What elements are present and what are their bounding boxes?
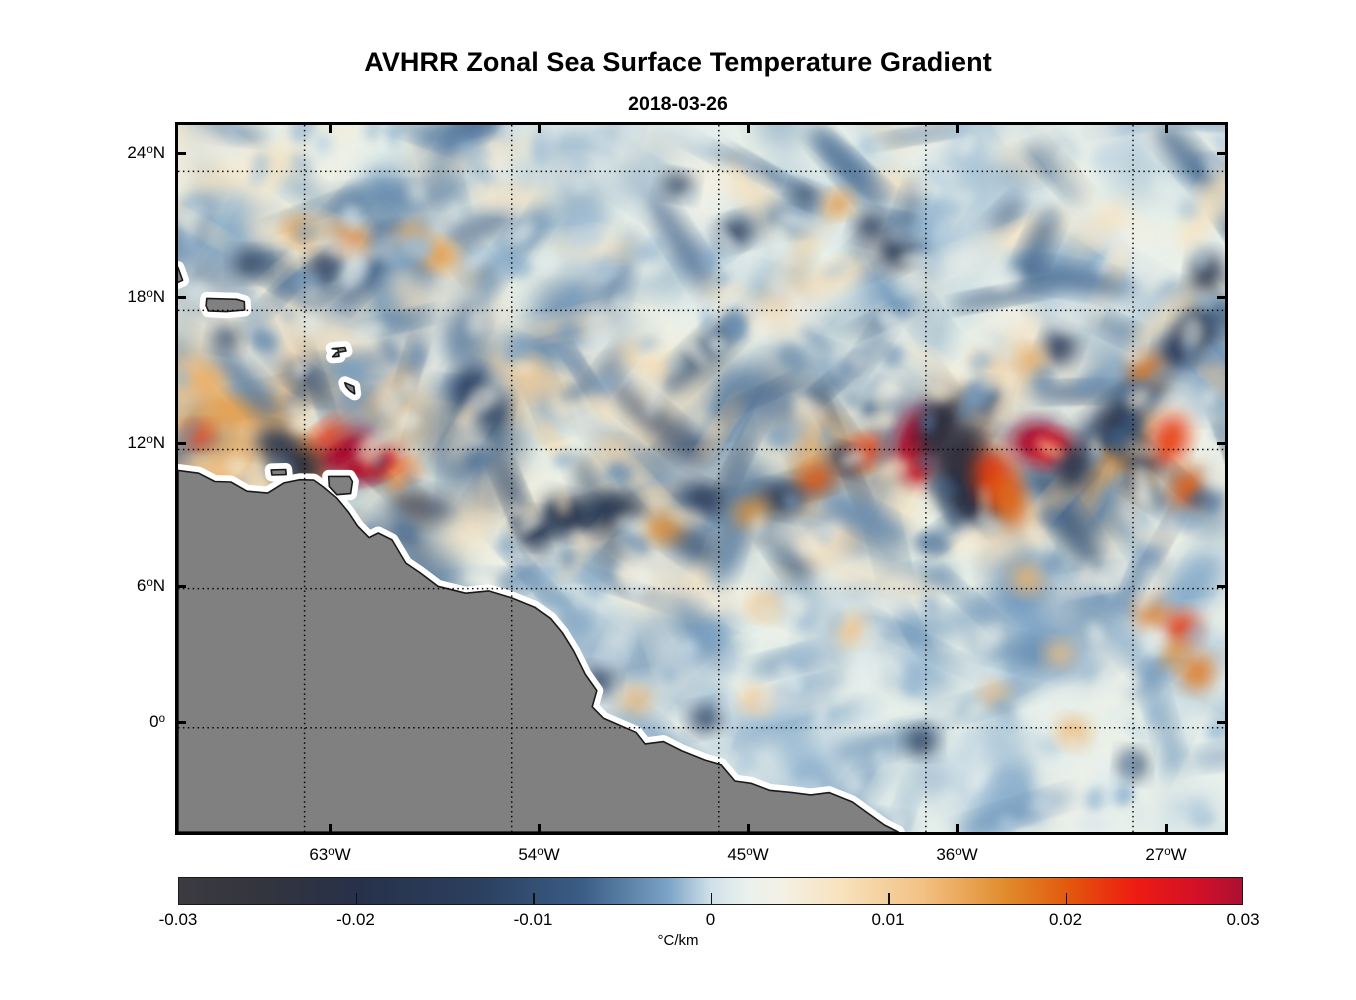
land-hispaniola: [178, 266, 184, 284]
y-tickmark-right: [1217, 585, 1228, 588]
y-tick-label-2: 12oN: [127, 433, 165, 452]
x-tick-label-3: 36oW: [936, 845, 978, 864]
x-tickmark-top: [956, 122, 959, 133]
y-tickmark-right: [1217, 152, 1228, 155]
x-tickmark: [329, 824, 332, 835]
sst-gradient-heatmap: [178, 125, 1225, 832]
x-tickmark: [747, 824, 750, 835]
land-trinidad: [327, 475, 354, 496]
colorbar-tick-label-6: 0.03: [1226, 910, 1260, 929]
land-southAmerica: [178, 469, 899, 832]
x-tick-label-0: 63oW: [309, 845, 351, 864]
map-axes: [175, 122, 1228, 835]
map-gridlines: [178, 125, 1225, 832]
land-margarita: [270, 468, 287, 476]
colorbar-tick: [1065, 893, 1068, 905]
x-tickmark-top: [329, 122, 332, 133]
colorbar-tick-label-5: 0.02: [1048, 910, 1083, 929]
y-tickmark-right: [1217, 296, 1228, 299]
y-tickmark: [175, 585, 186, 588]
colorbar-tick-label-0: -0.03: [158, 910, 198, 929]
colorbar-tick-label-1: -0.02: [336, 910, 375, 929]
x-tick-label-1: 54oW: [518, 845, 560, 864]
y-tickmark: [175, 152, 186, 155]
y-tick-label-1: 18oN: [127, 287, 165, 306]
subtitle-date: 2018-03-26: [628, 93, 728, 115]
x-tick-label-2: 45oW: [727, 845, 769, 864]
land-masses: [178, 261, 905, 832]
colorbar-tick-label-3: 0: [705, 910, 716, 929]
y-tickmark: [175, 442, 186, 445]
colorbar-container: [178, 877, 1243, 905]
colorbar-tick-label-4: 0.01: [871, 910, 905, 929]
y-tick-label-4: 0o: [149, 712, 165, 731]
y-tickmark-right: [1217, 721, 1228, 724]
colorbar-unit-label: °C/km: [657, 932, 699, 949]
x-tick-label-4: 27oW: [1145, 845, 1187, 864]
x-tickmark-top: [747, 122, 750, 133]
x-tickmark: [1165, 824, 1168, 835]
y-tick-label-3: 6oN: [136, 576, 165, 595]
page-title: AVHRR Zonal Sea Surface Temperature Grad…: [364, 47, 992, 77]
land-guadeloupe: [331, 346, 347, 358]
colorbar-tick-label-2: -0.01: [513, 910, 553, 929]
map-field: [178, 125, 1225, 832]
y-tick-label-0: 24oN: [127, 143, 165, 162]
colorbar-tick: [355, 893, 358, 905]
x-tickmark-top: [538, 122, 541, 133]
x-tickmark: [956, 824, 959, 835]
x-tickmark: [538, 824, 541, 835]
land-martinique: [344, 382, 356, 395]
colorbar-tick: [888, 893, 890, 905]
land-puertoRico: [205, 297, 246, 313]
y-tickmark: [175, 721, 186, 724]
colorbar-tick: [710, 893, 713, 905]
x-tickmark-top: [1165, 122, 1168, 133]
y-tickmark: [175, 296, 186, 299]
colorbar-tick: [533, 893, 535, 905]
y-tickmark-right: [1217, 442, 1228, 445]
